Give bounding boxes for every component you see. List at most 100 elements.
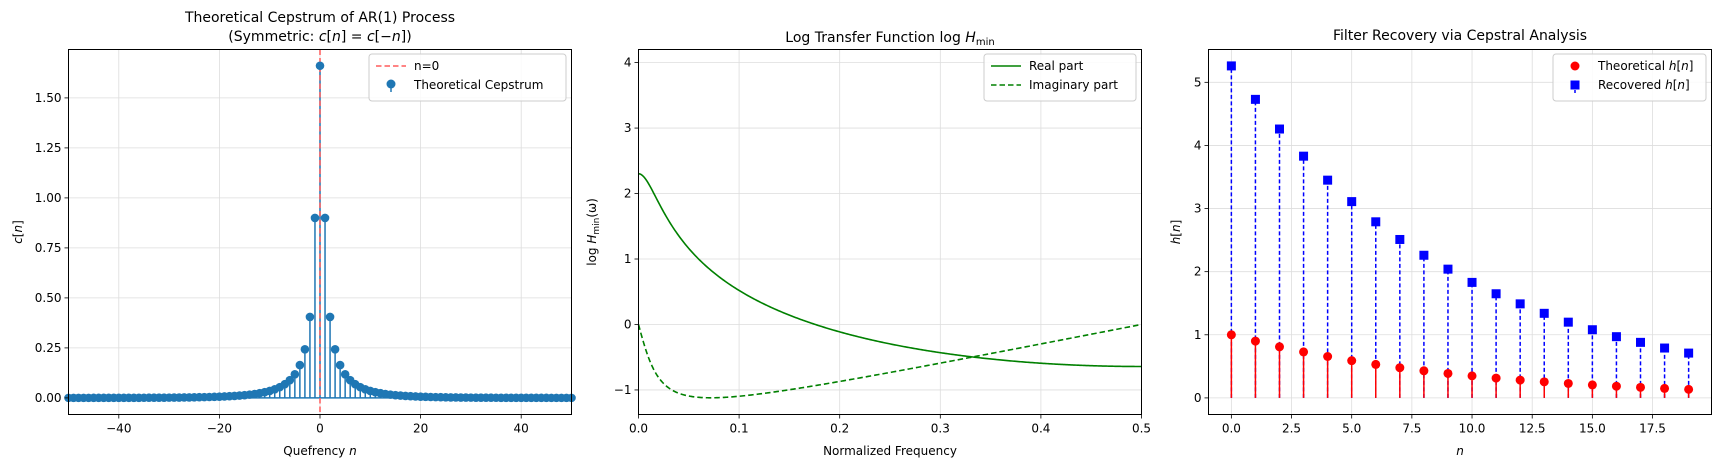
p3-legend-recovered-marker bbox=[1570, 80, 1580, 90]
p1-legend-n0-label: n=0 bbox=[414, 59, 439, 73]
p3-ytick-label: 2 bbox=[1194, 265, 1202, 279]
p3-theoretical-marker bbox=[1250, 336, 1260, 346]
p3-recovered-marker bbox=[1395, 234, 1405, 244]
p2-legend-real-label: Real part bbox=[1029, 59, 1084, 73]
p1-title-line1: Theoretical Cepstrum of AR(1) Process bbox=[184, 10, 455, 26]
p1-legend-cep-marker bbox=[386, 79, 396, 89]
p3-xtick-label: 2.5 bbox=[1282, 422, 1301, 436]
p3-xtick-label: 5.0 bbox=[1342, 422, 1361, 436]
p3-theoretical-marker bbox=[1491, 373, 1501, 383]
p3-recovered-marker bbox=[1323, 175, 1333, 185]
p3-recovered-marker bbox=[1226, 61, 1236, 71]
p1-ytick-label: 1.50 bbox=[35, 91, 62, 105]
p2-real-part-line bbox=[638, 172, 1142, 368]
p1-legend-box bbox=[368, 53, 567, 102]
p3-recovered-marker bbox=[1587, 325, 1597, 335]
p3-recovered-marker bbox=[1347, 197, 1357, 207]
p3-recovered-marker bbox=[1636, 337, 1646, 347]
panel-log-transfer: 0.0 0.1 0.2 0.3 0.4 0.5 −1 0 1 2 3 4 Log Transfer … bbox=[585, 30, 1151, 458]
p3-recovered-marker bbox=[1515, 299, 1525, 309]
p3-theoretical-marker bbox=[1395, 363, 1405, 373]
p3-recovered-marker bbox=[1491, 289, 1501, 299]
p1-stem-marker bbox=[325, 312, 335, 322]
p1-stem-marker bbox=[290, 369, 300, 379]
p3-recovered-marker bbox=[1660, 343, 1670, 353]
p3-legend-recovered-label: Recovered h[n] bbox=[1598, 78, 1690, 92]
p2-xtick-label: 0.2 bbox=[830, 422, 849, 436]
p2-ytick-label: −1 bbox=[614, 383, 632, 397]
p2-xtick-label: 0.3 bbox=[931, 422, 950, 436]
panel-cepstrum: −40 −20 0 20 40 0.00 0.25 0.50 0.75 1.00 1.25 1.50… bbox=[11, 10, 576, 458]
p3-recovered-marker bbox=[1539, 308, 1549, 318]
p3-theoretical-marker bbox=[1587, 380, 1597, 390]
p2-xtick-label: 0.0 bbox=[629, 422, 648, 436]
p3-recovered-marker bbox=[1419, 250, 1429, 260]
p2-title: Log Transfer Function log Hmin bbox=[785, 30, 994, 48]
p3-ytick-label: 5 bbox=[1194, 75, 1202, 89]
p1-ytick-label: 0.75 bbox=[35, 241, 62, 255]
p1-stem-marker bbox=[340, 369, 350, 379]
p1-xtick-label: −20 bbox=[207, 422, 232, 436]
p1-stem-marker bbox=[315, 61, 325, 71]
p1-ytick-label: 0.00 bbox=[35, 391, 62, 405]
p2-xtick-label: 0.4 bbox=[1031, 422, 1050, 436]
p3-recovered-marker bbox=[1563, 317, 1573, 327]
p2-xtick-label: 0.1 bbox=[730, 422, 749, 436]
p3-recovered-marker bbox=[1250, 94, 1260, 104]
p3-theoretical-marker bbox=[1443, 368, 1453, 378]
p2-legend: Real part Imaginary part bbox=[983, 53, 1137, 102]
p3-theoretical-marker bbox=[1611, 381, 1621, 391]
p3-ylabel: h[n] bbox=[1169, 220, 1183, 245]
p2-legend-box bbox=[983, 53, 1137, 102]
p1-xlabel: Quefrency n bbox=[283, 444, 356, 458]
p3-xlabel: n bbox=[1456, 444, 1464, 458]
p2-legend-imag-label: Imaginary part bbox=[1029, 78, 1118, 92]
p3-theoretical-marker bbox=[1515, 375, 1525, 385]
p2-axes-frame bbox=[638, 49, 1142, 415]
p1-stem-marker bbox=[285, 375, 295, 385]
p2-ytick-label: 2 bbox=[624, 187, 632, 201]
p3-theoretical-marker bbox=[1660, 383, 1670, 393]
p3-recovered-marker bbox=[1371, 217, 1381, 227]
p1-ytick-label: 0.25 bbox=[35, 341, 62, 355]
p2-ytick-label: 1 bbox=[624, 252, 632, 266]
p2-ylabel: log Hmin(ω) bbox=[585, 198, 602, 266]
p1-marks bbox=[64, 49, 576, 415]
p1-ytick-label: 1.00 bbox=[35, 191, 62, 205]
p1-legend: n=0 Theoretical Cepstrum bbox=[368, 53, 567, 102]
p2-yticks: −1 0 1 2 3 4 bbox=[614, 56, 639, 397]
p3-xtick-label: 15.0 bbox=[1579, 422, 1606, 436]
p3-legend-box bbox=[1552, 53, 1707, 102]
p1-stem-marker bbox=[310, 213, 320, 223]
p2-ytick-label: 0 bbox=[624, 317, 632, 331]
p3-xtick-label: 7.5 bbox=[1402, 422, 1421, 436]
p3-theoretical-marker bbox=[1563, 378, 1573, 388]
p3-theoretical-marker bbox=[1226, 330, 1236, 340]
p3-recovered-marker bbox=[1684, 348, 1694, 358]
p3-marks bbox=[1226, 61, 1694, 398]
p1-ylabel: c[n] bbox=[11, 220, 25, 244]
p3-legend-theoretical-marker bbox=[1570, 61, 1580, 71]
p1-stem-marker bbox=[320, 213, 330, 223]
p3-recovered-marker bbox=[1274, 124, 1284, 134]
p1-stem-marker bbox=[305, 312, 315, 322]
p2-ytick-label: 3 bbox=[624, 121, 632, 135]
p3-ytick-label: 4 bbox=[1194, 138, 1202, 152]
p1-xtick-label: −40 bbox=[106, 422, 131, 436]
p3-xticks: 0.0 2.5 5.0 7.5 10.0 12.5 15.0 17.5 bbox=[1222, 414, 1666, 436]
p3-xtick-label: 17.5 bbox=[1639, 422, 1666, 436]
p3-ytick-label: 3 bbox=[1194, 202, 1202, 216]
p3-xtick-label: 12.5 bbox=[1519, 422, 1546, 436]
p3-theoretical-marker bbox=[1419, 366, 1429, 376]
p3-theoretical-marker bbox=[1371, 359, 1381, 369]
p3-axes-frame bbox=[1208, 49, 1712, 415]
p2-xlabel: Normalized Frequency bbox=[823, 444, 957, 458]
p2-marks bbox=[637, 172, 1142, 399]
p3-theoretical-marker bbox=[1467, 371, 1477, 381]
p1-ytick-label: 0.50 bbox=[35, 291, 62, 305]
p1-ytick-label: 1.25 bbox=[35, 141, 62, 155]
p3-recovered-marker bbox=[1443, 264, 1453, 274]
p1-stem-marker bbox=[330, 345, 340, 354]
p2-ytick-label: 4 bbox=[624, 56, 632, 70]
